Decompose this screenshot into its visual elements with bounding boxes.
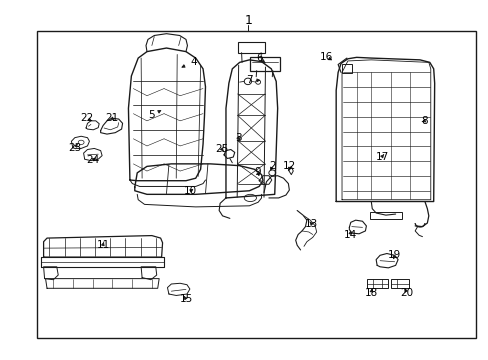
Text: 10: 10 [183, 186, 196, 197]
Text: 23: 23 [68, 143, 81, 153]
Text: 5: 5 [148, 111, 161, 121]
Text: 3: 3 [234, 133, 241, 143]
Text: 9: 9 [254, 167, 261, 177]
Text: 13: 13 [305, 219, 318, 229]
Text: 2: 2 [268, 161, 275, 171]
Text: 16: 16 [319, 52, 332, 62]
Text: 7: 7 [245, 75, 259, 85]
Bar [37, 31, 475, 338]
Bar [390, 279, 408, 288]
Text: 15: 15 [179, 294, 192, 304]
Text: 1: 1 [244, 14, 252, 27]
Text: 19: 19 [387, 250, 401, 260]
Bar [369, 212, 401, 220]
Text: 8: 8 [421, 116, 427, 126]
Text: 14: 14 [343, 230, 356, 239]
Bar [366, 279, 387, 288]
Text: 6: 6 [255, 53, 264, 63]
Bar [250, 57, 279, 71]
Text: 21: 21 [105, 113, 118, 123]
Text: 17: 17 [375, 152, 388, 162]
Text: 11: 11 [96, 239, 109, 249]
Bar [341, 64, 351, 73]
Text: 4: 4 [182, 57, 196, 67]
Text: 22: 22 [80, 113, 93, 123]
Text: 20: 20 [400, 288, 412, 298]
Text: 18: 18 [364, 288, 377, 298]
Text: 12: 12 [283, 161, 296, 171]
Text: 24: 24 [86, 154, 100, 165]
Bar [238, 42, 264, 53]
Text: 25: 25 [215, 144, 228, 154]
